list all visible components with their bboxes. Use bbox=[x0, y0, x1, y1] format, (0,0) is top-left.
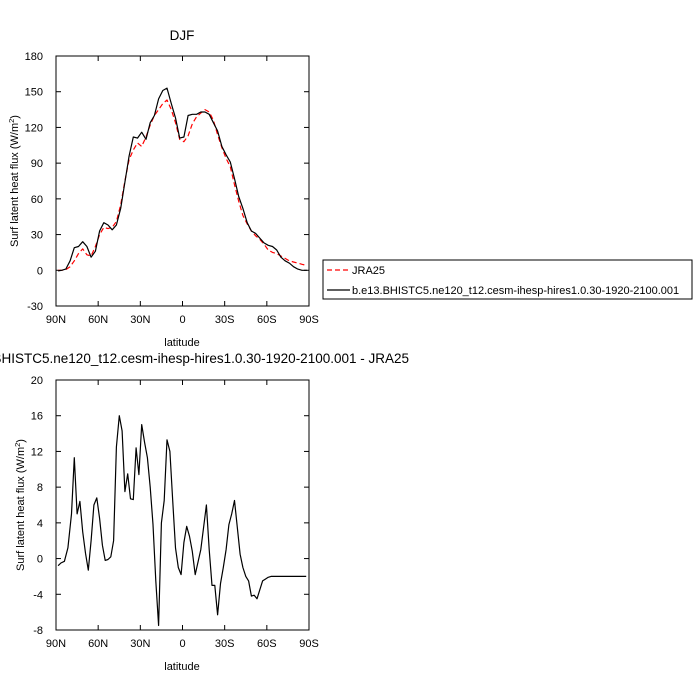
y-tick-label: 0 bbox=[37, 265, 43, 277]
y-tick-label: 8 bbox=[37, 482, 43, 494]
y-tick-label: 90 bbox=[31, 158, 43, 170]
x-axis-label: latitude bbox=[164, 337, 199, 349]
y-tick-label: -8 bbox=[33, 625, 43, 637]
y-tick-label: 60 bbox=[31, 194, 43, 206]
legend-box bbox=[322, 259, 693, 300]
y-axis-label: Surf latent heat flux (W/m2) bbox=[7, 115, 21, 247]
y-tick-label: 180 bbox=[25, 51, 43, 63]
x-tick-label: 60S bbox=[257, 638, 277, 650]
x-tick-label: 30S bbox=[215, 638, 235, 650]
x-tick-label: 30N bbox=[130, 314, 150, 326]
y-tick-label: -30 bbox=[27, 301, 43, 313]
plot-frame bbox=[55, 55, 310, 307]
y-tick-label: 0 bbox=[37, 554, 43, 566]
series-line-model bbox=[57, 87, 307, 272]
x-tick-label: 30S bbox=[215, 314, 235, 326]
y-tick-label: 30 bbox=[31, 230, 43, 242]
x-tick-label: 30N bbox=[130, 638, 150, 650]
x-tick-label: 60N bbox=[88, 314, 108, 326]
panel-top: DJF 90N 60N 30N 0 30S 60S 90S -30 0 30 60 90 120 150 1… bbox=[7, 28, 693, 349]
y-tick-label: 16 bbox=[31, 411, 43, 423]
y-tick-label: -4 bbox=[33, 589, 43, 601]
series-line-difference bbox=[57, 415, 307, 627]
chart-title: b.e13.BHISTC5.ne120_t12.cesm-ihesp-hires… bbox=[0, 351, 409, 366]
x-tick-label: 60N bbox=[88, 638, 108, 650]
y-axis-label: Surf latent heat flux (W/m2) bbox=[13, 439, 27, 571]
y-tick-label: 4 bbox=[37, 518, 43, 530]
y-tick-label: 150 bbox=[25, 87, 43, 99]
chart-title: DJF bbox=[170, 28, 195, 43]
x-tick-label: 90N bbox=[46, 314, 66, 326]
x-tick-label: 0 bbox=[179, 314, 185, 326]
legend: JRA25 b.e13.BHISTC5.ne120_t12.cesm-ihesp… bbox=[322, 259, 693, 300]
x-axis-label: latitude bbox=[164, 661, 199, 673]
x-tick-label: 90S bbox=[299, 314, 319, 326]
legend-label-jra25: JRA25 bbox=[352, 265, 385, 277]
legend-label-model: b.e13.BHISTC5.ne120_t12.cesm-ihesp-hires… bbox=[352, 285, 679, 297]
x-tick-label: 0 bbox=[179, 638, 185, 650]
x-tick-label: 90N bbox=[46, 638, 66, 650]
x-tick-label: 60S bbox=[257, 314, 277, 326]
y-tick-label: 120 bbox=[25, 122, 43, 134]
panel-bottom: b.e13.BHISTC5.ne120_t12.cesm-ihesp-hires… bbox=[0, 351, 409, 673]
y-tick-label: 12 bbox=[31, 446, 43, 458]
series-line-jra25 bbox=[58, 99, 308, 271]
y-tick-label: 20 bbox=[31, 375, 43, 387]
x-tick-label: 90S bbox=[299, 638, 319, 650]
